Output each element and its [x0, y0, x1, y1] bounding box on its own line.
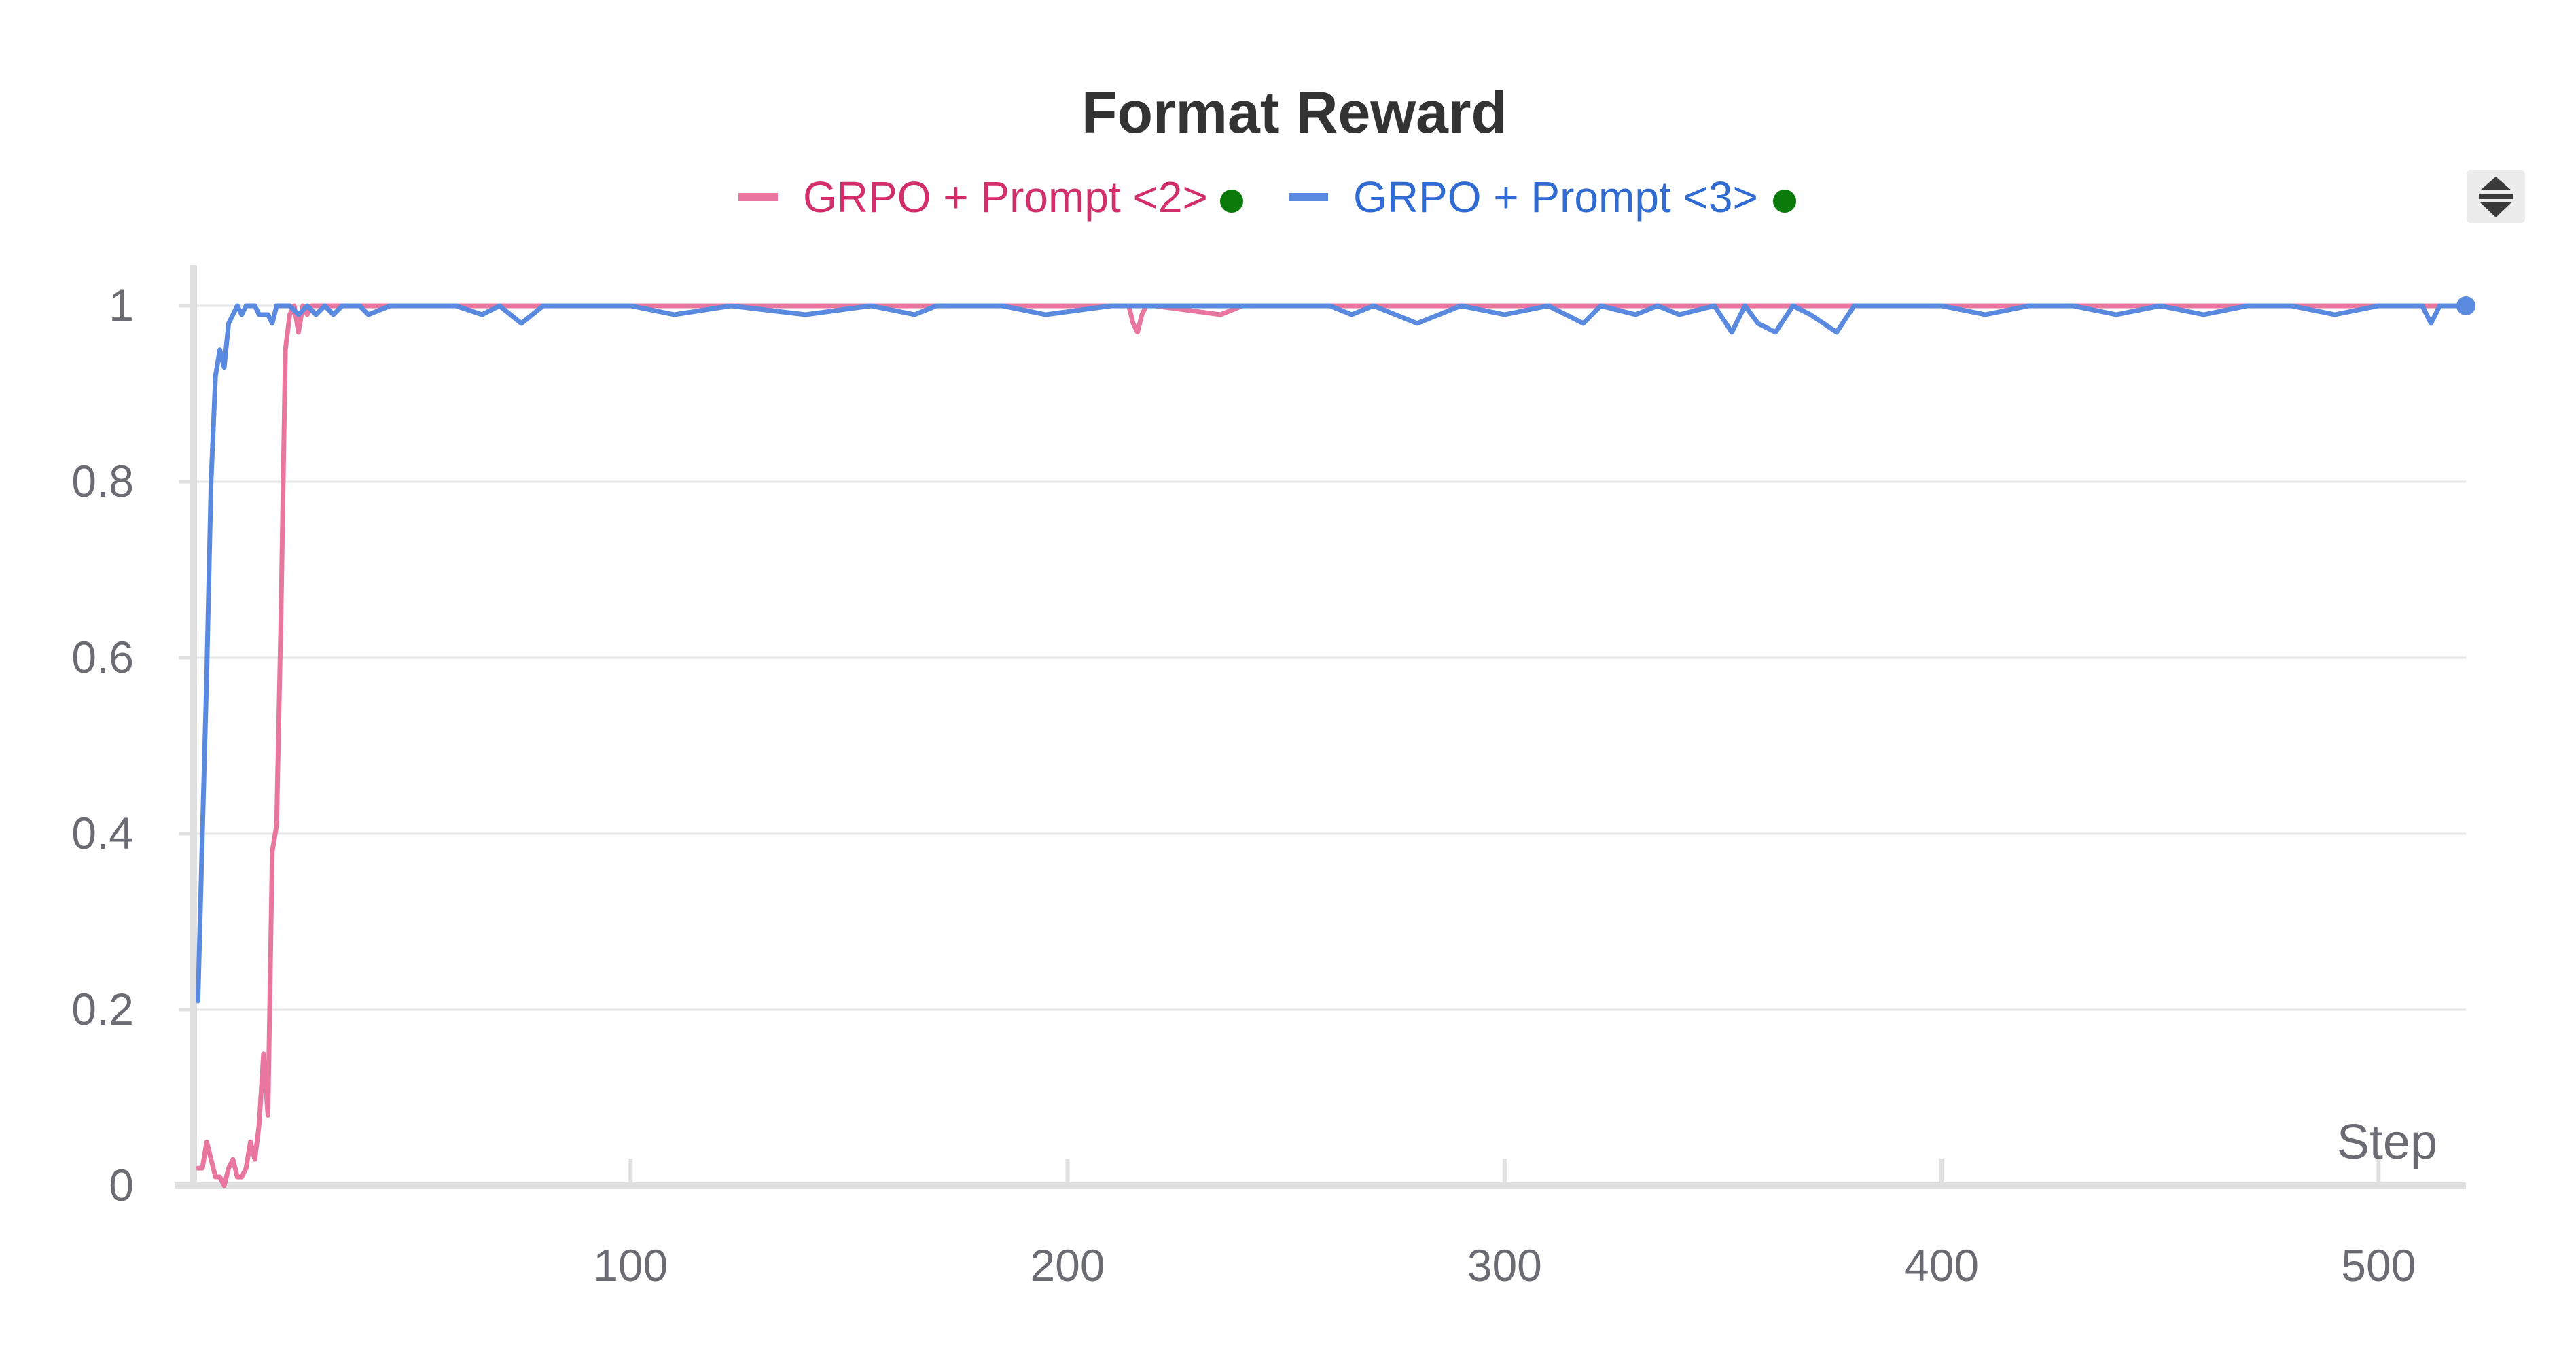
scroll-control[interactable]: [2467, 170, 2525, 223]
grid: [194, 304, 2466, 1011]
chart-title: Format Reward: [1081, 80, 1507, 145]
green-dot-icon: [1773, 190, 1796, 213]
y-tick-label: 0.8: [71, 456, 134, 506]
y-tick-label: 0.2: [71, 984, 134, 1034]
x-tick-label: 300: [1467, 1240, 1542, 1290]
series-end-marker[interactable]: [2456, 296, 2475, 315]
down-arrow-icon[interactable]: [2480, 202, 2511, 217]
series-line-2[interactable]: [195, 303, 2469, 1004]
y-tick-label: 0.4: [71, 808, 134, 858]
series-layer: [195, 296, 2475, 1188]
x-tick-label: 200: [1030, 1240, 1105, 1290]
scroll-separator: [2479, 194, 2513, 199]
y-tick-label: 0.6: [71, 632, 134, 682]
legend-label: GRPO + Prompt <3>: [1353, 173, 1758, 222]
legend-item-2[interactable]: GRPO + Prompt <3>: [1289, 173, 1796, 222]
x-tick-label: 100: [593, 1240, 668, 1290]
legend-item-1[interactable]: GRPO + Prompt <2>: [738, 173, 1243, 222]
up-arrow-icon[interactable]: [2480, 177, 2511, 190]
series-line-1[interactable]: [195, 303, 2469, 1188]
y-tick-label: 0: [109, 1160, 134, 1210]
legend-label: GRPO + Prompt <2>: [803, 173, 1208, 222]
x-tick-label: 500: [2341, 1240, 2416, 1290]
axes: 0 0.2 0.4 0.6 0.8 1 100 200 300 400 500: [71, 265, 2466, 1290]
x-axis-title: Step: [2337, 1115, 2437, 1169]
x-tick-label: 400: [1904, 1240, 1979, 1290]
y-tick-label: 1: [109, 280, 134, 330]
green-dot-icon: [1220, 190, 1243, 213]
legend[interactable]: GRPO + Prompt <2> GRPO + Prompt <3>: [738, 173, 1796, 222]
